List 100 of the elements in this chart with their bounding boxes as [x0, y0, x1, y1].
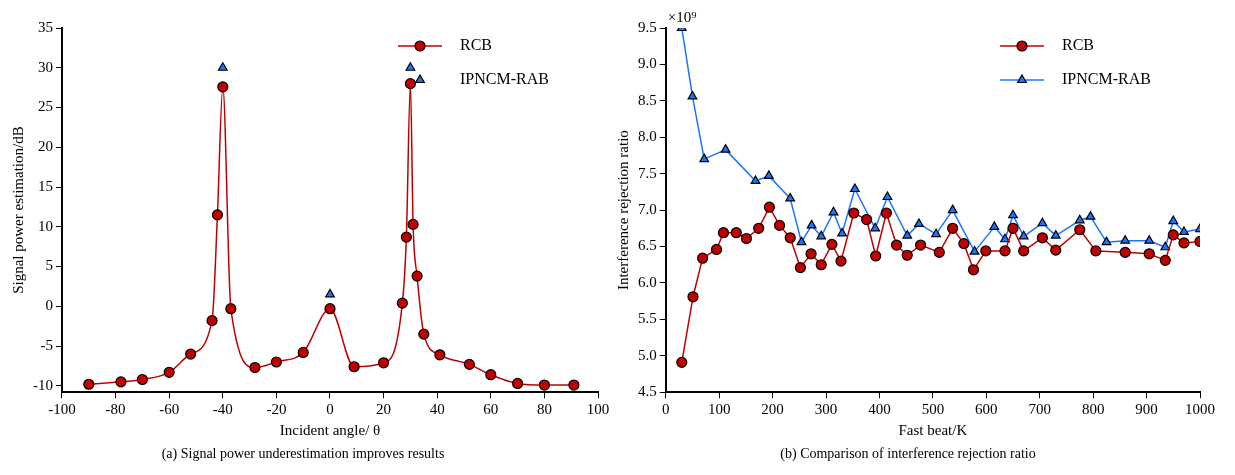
point — [378, 357, 390, 369]
point — [980, 245, 992, 257]
point — [1007, 222, 1019, 234]
point — [206, 315, 218, 327]
point — [933, 246, 945, 258]
point — [763, 170, 774, 179]
point — [348, 361, 360, 373]
x-tick-label: 40 — [429, 401, 445, 418]
point — [463, 358, 475, 370]
x-tick-label: 500 — [921, 401, 945, 418]
x-tick-label: -60 — [159, 401, 180, 418]
point — [1018, 245, 1030, 257]
point — [958, 238, 970, 250]
point — [805, 248, 817, 260]
point — [411, 270, 423, 282]
point — [835, 255, 847, 267]
point — [816, 230, 827, 240]
x-tick-label: 300 — [814, 401, 838, 418]
x-tick-label: 700 — [1028, 401, 1051, 418]
point — [784, 232, 796, 244]
point — [163, 366, 175, 378]
y-axis-title: Signal power estimation/dB — [9, 126, 26, 294]
y-tick-label: 8.5 — [638, 91, 657, 108]
y-tick-label: 7.0 — [638, 201, 657, 218]
point — [967, 264, 980, 276]
x-tick-label: 80 — [536, 401, 552, 418]
y-tick-label: 7.5 — [638, 164, 657, 181]
point — [687, 90, 698, 100]
point — [773, 219, 786, 231]
x-tick-label: -20 — [266, 401, 287, 418]
point — [730, 227, 742, 239]
point — [1178, 237, 1190, 249]
point — [687, 291, 699, 303]
point — [870, 250, 882, 262]
point — [717, 227, 730, 239]
point — [914, 218, 924, 228]
point — [720, 144, 731, 153]
point — [400, 231, 412, 243]
point — [136, 373, 148, 386]
point — [902, 229, 913, 239]
point — [796, 236, 807, 246]
legend-label: RCB — [460, 36, 493, 54]
point — [1143, 248, 1155, 260]
y-tick-label: 4.5 — [638, 383, 657, 400]
x-tick-label: -80 — [105, 401, 126, 418]
y-axis-title: Interference rejection ratio — [614, 130, 631, 291]
point — [1120, 235, 1131, 244]
point — [1074, 224, 1086, 236]
legend-label: IPNCM-RAB — [460, 70, 549, 88]
point — [989, 221, 1000, 230]
y-tick-label: 9.0 — [638, 55, 657, 72]
text: (b) Comparison of interference rejection ratio — [780, 446, 1036, 463]
point — [826, 238, 838, 250]
point — [1000, 233, 1010, 243]
y-tick-label: 15 — [38, 177, 53, 194]
text: ×10⁹ — [667, 9, 697, 26]
x-tick-label: 60 — [483, 401, 499, 418]
point — [882, 191, 893, 201]
point — [763, 201, 775, 213]
point — [753, 222, 765, 234]
point — [568, 379, 580, 391]
point — [324, 303, 336, 315]
point — [848, 207, 860, 219]
point — [270, 356, 282, 368]
point — [217, 62, 228, 71]
point — [1050, 244, 1062, 256]
point — [837, 227, 847, 237]
x-tick-label: 0 — [326, 401, 334, 418]
point — [1159, 254, 1171, 266]
point — [1037, 217, 1048, 227]
y-tick-label: 35 — [38, 18, 53, 35]
x-tick-label: 900 — [1135, 401, 1158, 418]
x-tick-label: 20 — [376, 401, 392, 418]
point — [1119, 246, 1131, 258]
point — [1085, 211, 1096, 220]
point — [931, 228, 942, 238]
point — [404, 78, 416, 90]
point — [396, 297, 408, 309]
y-tick-label: 8.0 — [638, 128, 657, 145]
y-tick-label: -5 — [40, 337, 53, 354]
point — [217, 81, 229, 93]
point — [434, 349, 446, 361]
point — [185, 348, 197, 360]
point — [806, 219, 817, 229]
point — [947, 204, 958, 214]
y-tick-label: 6.0 — [638, 273, 657, 290]
y-tick-label: 10 — [38, 217, 53, 234]
point — [828, 206, 839, 216]
legend-label: IPNCM-RAB — [1062, 70, 1151, 88]
x-axis-title: Incident angle/ θ — [279, 422, 381, 439]
point — [697, 252, 709, 264]
point — [1168, 215, 1179, 225]
point — [849, 183, 860, 193]
point — [870, 222, 881, 232]
point — [785, 192, 796, 202]
y-tick-label: 20 — [38, 138, 53, 155]
point — [880, 207, 892, 219]
point — [485, 369, 497, 381]
point — [407, 218, 419, 231]
x-tick-label: 100 — [707, 401, 731, 418]
